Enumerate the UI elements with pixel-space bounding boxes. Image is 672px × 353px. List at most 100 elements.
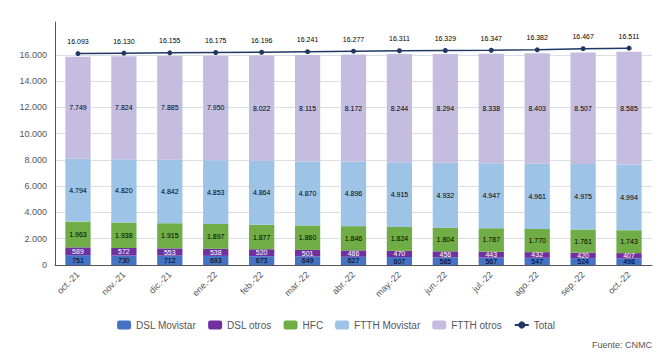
svg-text:1.915: 1.915 [161,232,179,239]
svg-text:16.093: 16.093 [67,38,89,45]
svg-text:1.761: 1.761 [574,238,592,245]
svg-text:432: 432 [531,251,543,258]
svg-text:1.787: 1.787 [483,236,501,243]
svg-text:751: 751 [72,257,84,264]
svg-text:16.155: 16.155 [159,37,181,44]
svg-text:0: 0 [42,260,47,270]
svg-text:4.853: 4.853 [207,189,225,196]
svg-text:7.950: 7.950 [207,104,225,111]
svg-text:520: 520 [256,249,268,256]
svg-text:feb.-22: feb.-22 [238,269,265,296]
svg-text:4.932: 4.932 [437,192,455,199]
svg-text:1.804: 1.804 [437,236,455,243]
svg-text:4.820: 4.820 [115,187,133,194]
svg-text:1.770: 1.770 [528,237,546,244]
svg-text:16.196: 16.196 [251,37,273,44]
svg-text:501: 501 [302,250,314,257]
svg-text:HFC: HFC [303,320,324,331]
svg-text:730: 730 [118,257,130,264]
svg-text:712: 712 [164,257,176,264]
svg-text:693: 693 [210,257,222,264]
svg-text:547: 547 [531,258,543,265]
svg-text:4.000: 4.000 [24,207,47,217]
svg-text:649: 649 [302,257,314,264]
svg-text:456: 456 [440,251,452,258]
svg-text:4.896: 4.896 [345,190,363,197]
svg-text:420: 420 [577,252,589,259]
svg-text:4.915: 4.915 [391,191,409,198]
svg-text:8.244: 8.244 [391,105,409,112]
svg-text:470: 470 [394,250,406,257]
svg-text:572: 572 [118,248,130,255]
svg-text:8.507: 8.507 [574,105,592,112]
svg-text:443: 443 [485,251,497,258]
svg-text:DSL otros: DSL otros [227,320,271,331]
svg-text:2.000: 2.000 [24,234,47,244]
svg-text:553: 553 [164,249,176,256]
svg-text:Total: Total [534,320,555,331]
svg-text:567: 567 [485,258,497,265]
svg-text:7.749: 7.749 [69,104,87,111]
svg-text:oct.-21: oct.-21 [55,269,81,295]
svg-text:4.947: 4.947 [483,192,501,199]
svg-text:585: 585 [440,258,452,265]
svg-text:16.467: 16.467 [572,33,594,40]
svg-text:8.172: 8.172 [345,105,363,112]
svg-text:8.115: 8.115 [299,105,316,112]
svg-text:16.382: 16.382 [526,34,548,41]
svg-text:8.403: 8.403 [528,105,546,112]
svg-text:mar.-22: mar.-22 [282,269,311,298]
svg-text:8.294: 8.294 [437,105,455,112]
svg-text:12.000: 12.000 [19,102,47,112]
svg-text:nov.-21: nov.-21 [100,269,128,297]
svg-text:ene.-22: ene.-22 [191,269,220,298]
svg-text:8.585: 8.585 [620,105,638,112]
svg-text:8.338: 8.338 [483,105,501,112]
svg-text:16.329: 16.329 [435,35,457,42]
svg-text:FTTH otros: FTTH otros [451,320,502,331]
svg-text:1.938: 1.938 [115,232,133,239]
svg-text:1.860: 1.860 [299,234,317,241]
svg-text:16.511: 16.511 [619,33,640,40]
svg-text:673: 673 [256,257,268,264]
svg-text:FTTH Movistar: FTTH Movistar [354,320,421,331]
svg-text:16.000: 16.000 [19,50,47,60]
svg-text:8.022: 8.022 [253,105,271,112]
svg-text:538: 538 [210,249,222,256]
svg-text:7.824: 7.824 [115,104,133,111]
svg-text:16.130: 16.130 [113,38,135,45]
svg-text:4.870: 4.870 [299,190,317,197]
svg-text:524: 524 [577,258,589,265]
svg-text:abr.-22: abr.-22 [330,269,357,296]
svg-text:8.000: 8.000 [24,155,47,165]
svg-text:589: 589 [72,248,84,255]
svg-text:4.842: 4.842 [161,188,179,195]
svg-text:4.994: 4.994 [620,194,638,201]
svg-text:4.864: 4.864 [253,189,271,196]
svg-text:607: 607 [394,258,406,265]
svg-text:6.000: 6.000 [24,181,47,191]
svg-text:ago.-22: ago.-22 [512,269,541,298]
svg-text:1.743: 1.743 [620,238,638,245]
svg-text:4.794: 4.794 [69,187,87,194]
svg-text:1.846: 1.846 [345,235,363,242]
svg-text:16.311: 16.311 [389,35,410,42]
svg-text:oct.-22: oct.-22 [606,269,632,295]
svg-text:1.824: 1.824 [391,235,409,242]
svg-text:jul.-22: jul.-22 [470,269,495,294]
svg-text:1.963: 1.963 [69,231,87,238]
svg-text:486: 486 [348,250,360,257]
svg-text:Fuente: CNMC: Fuente: CNMC [592,340,653,350]
svg-text:may.-22: may.-22 [373,269,403,299]
svg-text:jun.-22: jun.-22 [422,269,449,296]
svg-text:sep.-22: sep.-22 [558,269,586,297]
svg-text:7.885: 7.885 [161,104,179,111]
svg-text:16.347: 16.347 [481,35,503,42]
svg-text:16.277: 16.277 [343,36,365,43]
svg-text:14.000: 14.000 [19,76,47,86]
svg-text:4.961: 4.961 [528,193,546,200]
svg-text:dic.-21: dic.-21 [147,269,173,295]
svg-text:10.000: 10.000 [19,129,47,139]
svg-text:16.175: 16.175 [205,37,227,44]
svg-text:1.897: 1.897 [207,233,225,240]
